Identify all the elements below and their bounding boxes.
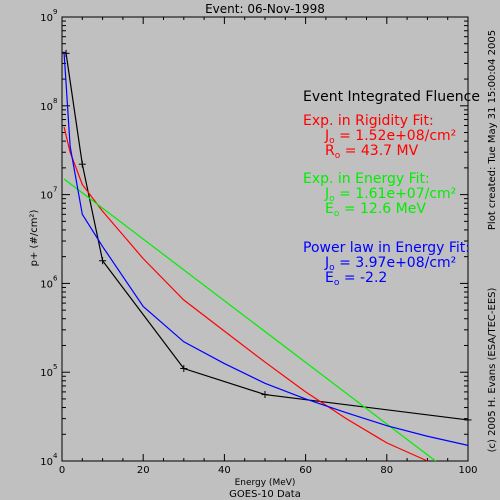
- series-line-3: [63, 52, 469, 446]
- data-point: [78, 160, 86, 168]
- fit-parameter: Ro = 43.7 MV: [325, 143, 419, 161]
- y-tick-label-exponent: 9: [53, 8, 57, 16]
- y-tick-label: 10: [40, 279, 53, 290]
- fit-annotations: Exp. in Rigidity Fit:Jo = 1.52e+08/cm²Ro…: [303, 113, 470, 288]
- y-tick-label-exponent: 5: [53, 363, 57, 371]
- y-tick-label: 10: [40, 457, 53, 468]
- annotation-heading: Event Integrated Fluence: [303, 89, 480, 105]
- data-point: [99, 257, 107, 265]
- x-axis-label: Energy (MeV): [235, 478, 296, 488]
- fit-title: Exp. in Energy Fit:: [303, 171, 430, 187]
- x-tick-label: 100: [458, 465, 477, 476]
- fit-normalization: Jo = 3.97e+08/cm²: [324, 255, 456, 273]
- series-group: [62, 49, 472, 462]
- plot-created-text: Plot created: Tue May 31 15:00:04 2005: [487, 30, 498, 230]
- y-tick-label: 10: [40, 102, 53, 113]
- data-point: [464, 416, 472, 424]
- fit-normalization: Jo = 1.52e+08/cm²: [324, 128, 456, 146]
- x-tick-label: 20: [137, 465, 150, 476]
- x-tick-label: 40: [218, 465, 231, 476]
- series-line-2: [63, 178, 436, 462]
- x-tick-label: 80: [380, 465, 393, 476]
- y-tick-label-exponent: 4: [53, 452, 58, 460]
- copyright-text: (c) 2005 H. Evans (ESA/TEC-EES): [487, 288, 498, 453]
- chart-subtitle: GOES-10 Data: [229, 489, 301, 500]
- x-tick-label: 0: [59, 465, 65, 476]
- x-tick-label: 60: [299, 465, 312, 476]
- y-tick-label: 10: [40, 191, 53, 202]
- fit-parameter: Eo = -2.2: [325, 270, 387, 288]
- y-tick-label: 10: [40, 13, 53, 24]
- series-line-0: [65, 53, 469, 421]
- y-tick-label: 10: [40, 368, 53, 379]
- y-tick-label-exponent: 7: [53, 186, 57, 194]
- series-line-1: [63, 126, 428, 462]
- data-point: [261, 391, 269, 399]
- y-tick-label-exponent: 6: [53, 274, 58, 282]
- fit-parameter: Eo = 12.6 MeV: [325, 201, 426, 219]
- y-axis-label: p+ (#/cm²): [29, 210, 40, 267]
- data-point: [180, 365, 188, 373]
- fit-title: Exp. in Rigidity Fit:: [303, 113, 434, 129]
- fit-title: Power law in Energy Fit:: [303, 240, 470, 256]
- fit-normalization: Jo = 1.61e+07/cm²: [324, 186, 456, 204]
- y-tick-label-exponent: 8: [53, 97, 57, 105]
- chart-title: Event: 06-Nov-1998: [205, 2, 325, 16]
